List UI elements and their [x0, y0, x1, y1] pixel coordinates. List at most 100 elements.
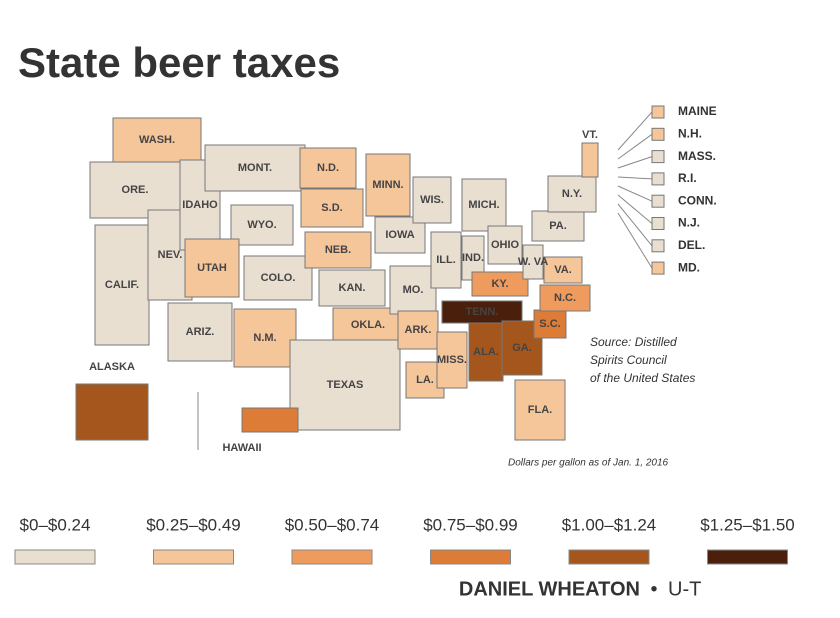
state-shape	[184, 238, 240, 298]
legend-swatch	[153, 549, 234, 565]
leader-line	[617, 176, 653, 180]
state-shape	[389, 265, 437, 315]
source: Source: Distilled	[590, 335, 677, 349]
source: of the United States	[590, 371, 695, 385]
state-label: KAN.	[339, 282, 366, 294]
leader-line	[617, 156, 653, 169]
state-shape	[243, 255, 313, 301]
state-label: N.M.	[253, 332, 276, 344]
state-label: ILL.	[436, 254, 456, 266]
state-shape	[547, 175, 597, 213]
state-label: UTAH	[197, 262, 227, 274]
state-label: MD.	[678, 260, 700, 274]
state-label: MISS.	[437, 354, 467, 366]
state-label: W. VA	[518, 256, 548, 268]
state-shape	[487, 225, 523, 265]
state-swatch	[651, 239, 665, 253]
state-label: N.J.	[678, 216, 700, 230]
state-label: N.H.	[678, 126, 702, 140]
state-shape	[514, 379, 566, 441]
state-label: NEV.	[158, 249, 183, 261]
state-shape	[241, 407, 299, 433]
us-map: WASH. ORE. CALIF. NEV. IDAHO MONT. WYO. UTAH COL…	[75, 104, 717, 454]
state-label: MO.	[403, 284, 424, 296]
state-label: TENN.	[466, 306, 499, 318]
state-shape	[289, 339, 401, 431]
state-label: CALIF.	[105, 279, 139, 291]
state-label: R.I.	[678, 171, 697, 185]
state-shape	[471, 271, 529, 297]
state-label: WIS.	[420, 194, 444, 206]
state-shape	[167, 302, 233, 362]
legend-label: $0.25–$0.49	[146, 515, 241, 534]
state-shape	[112, 117, 202, 163]
state-label: MICH.	[468, 199, 499, 211]
state-shape	[531, 210, 585, 242]
credit-separator: •	[650, 578, 657, 600]
state-shape	[94, 224, 150, 346]
state-label: VT.	[582, 129, 598, 141]
state-label: S.C.	[539, 318, 560, 330]
leader-line	[617, 212, 653, 269]
state-label: CONN.	[678, 193, 717, 207]
state-swatch	[651, 261, 665, 275]
state-shape	[468, 322, 504, 382]
state-swatch	[651, 150, 665, 164]
state-label: COLO.	[261, 272, 296, 284]
state-shape	[299, 147, 357, 189]
note: Dollars per gallon as of Jan. 1, 2016	[508, 458, 669, 469]
state-shape	[430, 231, 462, 289]
legend-label: $0–$0.24	[20, 515, 91, 534]
state-label: OKLA.	[351, 319, 385, 331]
state-shape	[539, 284, 591, 312]
state-label: KY.	[491, 278, 508, 290]
state-label: DEL.	[678, 238, 705, 252]
state-shape	[75, 383, 149, 441]
state-swatch	[651, 172, 665, 186]
state-shape	[543, 256, 583, 284]
state-label: PA.	[549, 220, 567, 232]
state-shape	[230, 204, 294, 246]
state-shape	[461, 178, 507, 232]
source: Spirits Council	[590, 353, 667, 367]
state-swatch	[651, 105, 665, 119]
state-shape	[233, 308, 297, 368]
state-label: ORE.	[122, 184, 149, 196]
legend-label: $0.50–$0.74	[285, 515, 380, 534]
state-shape	[300, 188, 364, 228]
title: State beer taxes	[18, 39, 340, 86]
state-label: ALASKA	[89, 361, 135, 373]
legend-swatch	[568, 549, 650, 565]
state-shape	[581, 142, 599, 178]
state-shape	[204, 144, 306, 192]
state-label: N.Y.	[562, 188, 582, 200]
state-shape	[412, 176, 452, 224]
credit-org: U-T	[668, 578, 701, 600]
state-label: FLA.	[528, 404, 552, 416]
state-label: N.C.	[554, 292, 576, 304]
legend-swatch	[707, 549, 788, 565]
state-label: MASS.	[678, 149, 716, 163]
state-label: LA.	[416, 374, 434, 386]
state-label: GA.	[512, 342, 532, 354]
leader-line	[617, 203, 653, 247]
state-label: IND.	[462, 252, 484, 264]
state-swatch	[651, 217, 665, 230]
legend-label: $0.75–$0.99	[423, 515, 518, 534]
credit-name: DANIEL WHEATON	[459, 578, 640, 600]
legend-swatch	[430, 549, 511, 565]
state-shape	[522, 244, 544, 280]
state-label: ALA.	[473, 346, 499, 358]
leader-line	[617, 111, 653, 151]
leader-line	[617, 185, 653, 202]
state-label: MAINE	[678, 104, 717, 118]
state-swatch	[651, 194, 665, 208]
state-label: VA.	[554, 264, 572, 276]
state-shape	[436, 331, 468, 389]
legend: $0–$0.24 $0.25–$0.49 $0.50–$0.74 $0.75–$0.9…	[14, 515, 795, 565]
leader-line	[617, 133, 653, 160]
state-label: NEB.	[325, 244, 351, 256]
state-shape	[397, 310, 439, 350]
state-shape	[89, 161, 181, 219]
